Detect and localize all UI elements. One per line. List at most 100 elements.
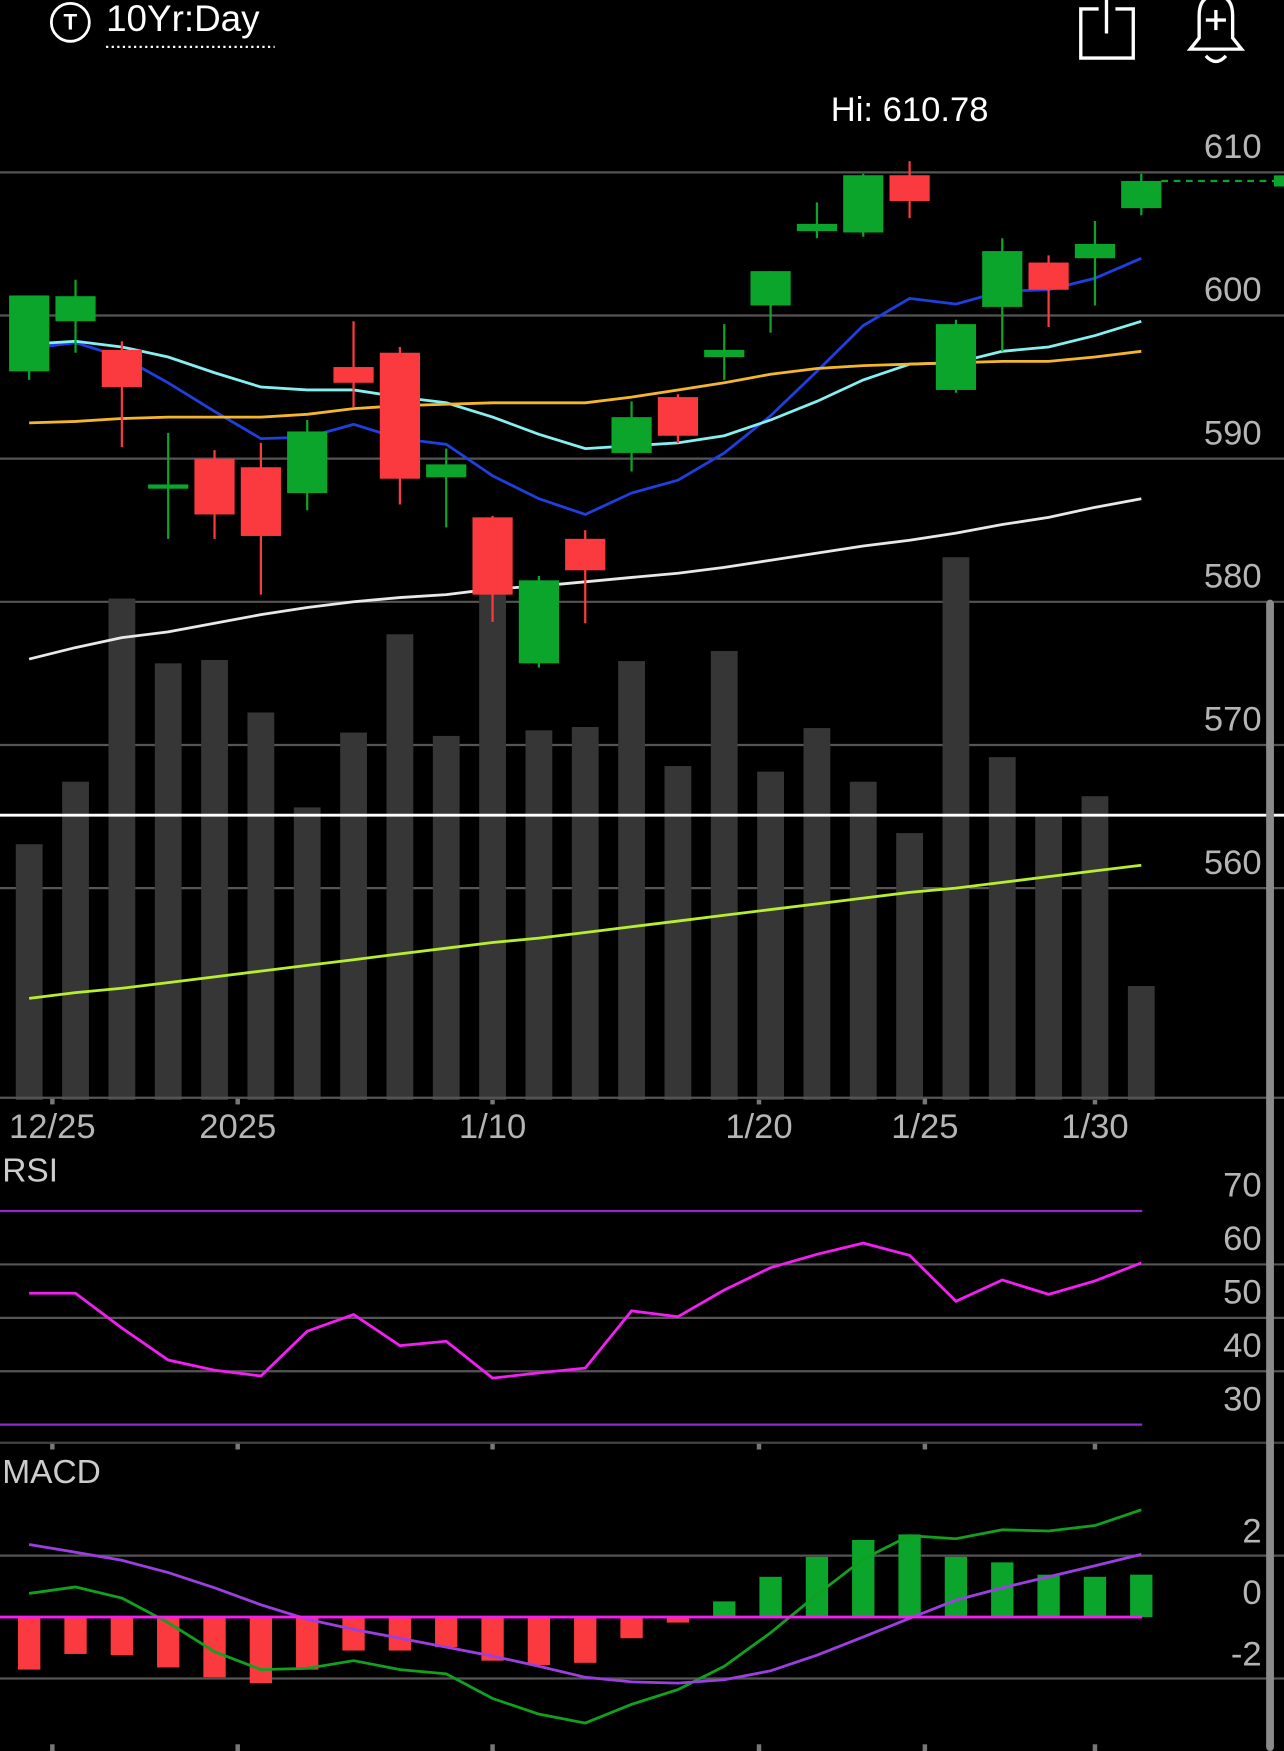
y-tick-label: 2 [1242,1512,1261,1550]
macd-histogram-bar [527,1617,551,1665]
y-tick-label: 40 [1223,1327,1261,1365]
volume-bar [201,659,228,1100]
candle-body [1028,262,1069,290]
macd-histogram-bar [1130,1574,1153,1618]
candle-body [611,417,652,453]
candle-body [750,271,791,306]
volume-bar [618,661,645,1100]
ticker-icon-letter: T [64,9,78,34]
macd-histogram-bar [110,1617,134,1656]
volume-bar [664,766,692,1100]
panel-title: MACD [2,1454,101,1491]
timeframe-title[interactable]: 10Yr:Day [106,0,260,39]
volume-bar [849,781,877,1100]
candle-body [843,175,884,233]
moving-average-line [28,863,1142,1000]
candle-body [518,580,559,664]
macd-line [28,1508,1142,1725]
y-tick-label: 600 [1204,271,1262,309]
candle-body [333,367,374,383]
macd-histogram-bar [203,1617,226,1678]
macd-histogram-bar [944,1556,968,1618]
volume-bar [710,651,738,1100]
macd-histogram-bar [1037,1574,1060,1618]
volume-bar [942,557,970,1100]
y-tick-label: 560 [1204,844,1262,882]
y-tick-label: 30 [1223,1380,1261,1418]
rsi-line [29,1241,1142,1380]
macd-histogram-bar [18,1617,41,1670]
candle-body [379,352,420,479]
volume-bar [803,728,831,1100]
x-tick-label: 1/25 [891,1108,958,1146]
macd-histogram-bar [296,1617,319,1670]
macd-histogram-bar [435,1617,458,1648]
volume-bar [62,781,89,1100]
volume-bar [293,807,321,1100]
volume-bar [432,735,460,1100]
macd-histogram-bar [249,1617,273,1684]
alert-icon[interactable] [1186,0,1246,64]
candle-body [796,223,838,232]
candle-body [472,517,513,595]
indicator-layer [0,1241,1153,1725]
candle-body [101,349,142,388]
share-icon[interactable] [1079,0,1135,60]
candle-body [1074,243,1116,259]
ticker-icon[interactable] [49,1,91,43]
volume-bar [988,757,1016,1100]
y-tick-label: 0 [1242,1574,1261,1612]
volume-bar [1127,986,1155,1100]
y-tick-label: 60 [1223,1220,1261,1258]
x-tick-label: 1/10 [459,1108,526,1146]
macd-histogram-bar [342,1617,365,1651]
volume-bar [15,844,43,1100]
volume-bar [1035,814,1063,1100]
macd-histogram-bar [713,1601,736,1618]
panel-title: RSI [2,1152,58,1189]
macd-line [28,1543,1142,1685]
macd-histogram-bar [666,1617,690,1623]
y-tick-label: 570 [1204,701,1262,739]
last-price-marker [1273,175,1284,187]
x-tick-label: 12/25 [9,1108,96,1146]
volume-bar [108,598,136,1100]
candle-body [889,175,930,201]
moving-average-line [28,257,1142,516]
macd-histogram-bar [991,1562,1014,1618]
candle-body [565,538,606,571]
x-tick-label: 1/30 [1061,1108,1128,1146]
macd-histogram-bar [64,1617,87,1654]
x-tick-label: 2025 [199,1108,276,1146]
volume-bar [340,732,367,1100]
volume-bar [1081,796,1109,1100]
y-tick-label: 590 [1204,414,1262,452]
candle-layer [9,161,1284,668]
high-annotation: Hi: 610.78 [831,91,989,129]
volume-bar [247,712,275,1100]
volume-bar [896,833,923,1100]
candle-body [240,467,281,536]
candle-body [194,458,235,515]
volume-bar [571,726,599,1100]
macd-histogram-bar [852,1539,875,1618]
candle-body [287,431,328,494]
candle-body [55,296,96,322]
y-tick-label: -2 [1231,1635,1262,1673]
macd-histogram-bar [805,1556,829,1618]
macd-histogram-bar [898,1534,921,1618]
volume-layer [15,557,1155,1100]
y-tick-label: 580 [1204,557,1262,595]
scrollbar[interactable] [1266,599,1274,1751]
x-tick-label: 1/20 [725,1108,792,1146]
volume-bar [757,771,784,1100]
volume-bar [479,594,506,1100]
volume-bar [386,634,414,1100]
y-tick-label: 610 [1204,128,1262,166]
candle-body [426,464,467,478]
macd-histogram-bar [574,1617,597,1663]
candle-body [935,324,977,390]
